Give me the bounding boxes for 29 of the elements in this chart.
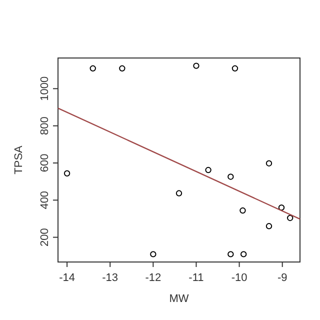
point <box>193 62 200 69</box>
y-tick-label: 1000 <box>39 76 51 101</box>
y-tick-label: 600 <box>39 154 51 172</box>
y-tick-label: 200 <box>39 228 51 246</box>
point <box>150 251 156 258</box>
point <box>240 251 247 258</box>
point <box>278 204 285 211</box>
point <box>205 166 212 174</box>
point <box>228 174 234 180</box>
point <box>90 65 96 72</box>
y-tick-label: 400 <box>39 190 51 210</box>
x-tick-label: -12 <box>145 272 162 284</box>
point <box>176 190 182 196</box>
x-tick-label: -14 <box>59 272 75 284</box>
x-tick-label: -13 <box>102 272 118 284</box>
y-axis-title: TPSA <box>13 144 25 174</box>
point <box>286 214 294 222</box>
point <box>119 65 126 72</box>
point <box>64 170 70 176</box>
point <box>232 65 238 72</box>
x-tick-label: -9 <box>277 272 288 284</box>
point <box>240 207 246 214</box>
point <box>266 223 272 230</box>
x-axis-title: MW <box>169 293 190 305</box>
x-tick-label: -10 <box>231 272 248 284</box>
point <box>228 251 234 258</box>
point <box>266 160 272 166</box>
x-tick-label: -11 <box>188 272 204 284</box>
y-tick-label: 800 <box>39 116 51 135</box>
